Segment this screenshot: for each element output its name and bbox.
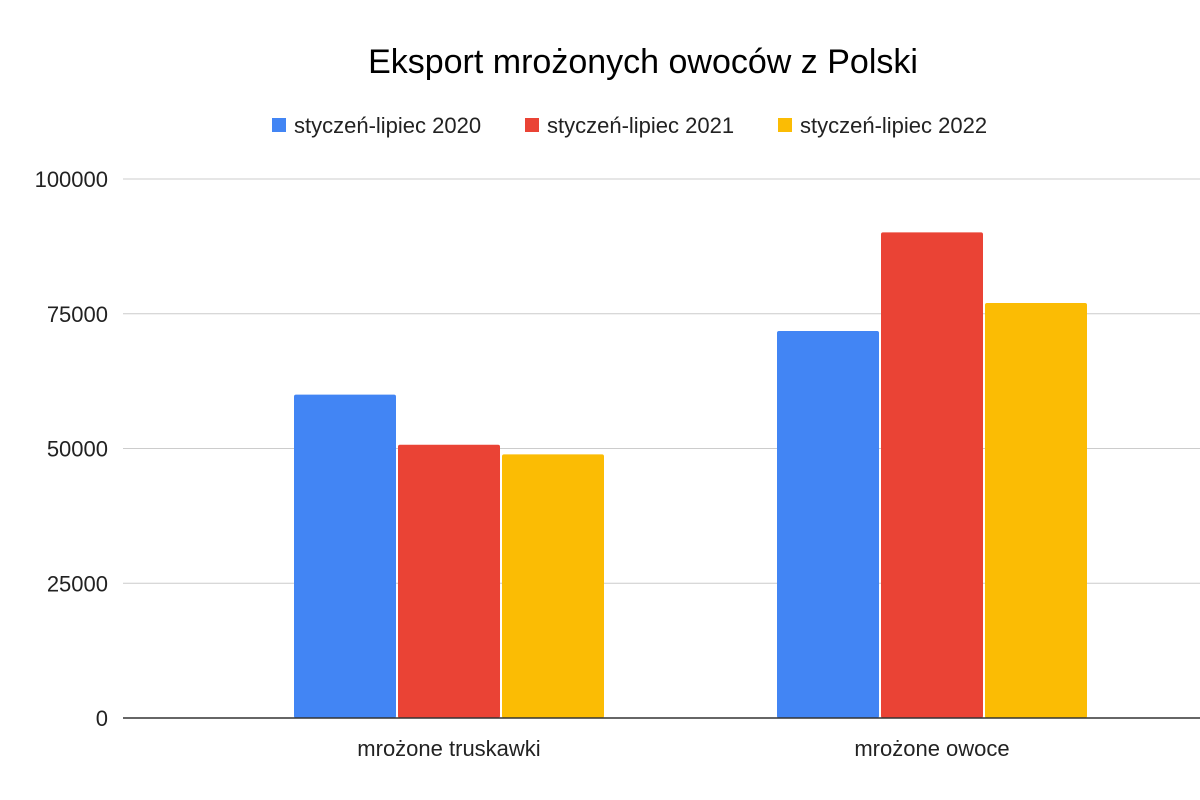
legend-label: styczeń-lipiec 2021 xyxy=(547,113,734,138)
legend-label: styczeń-lipiec 2020 xyxy=(294,113,481,138)
x-axis-categories: mrożone truskawki mrożone owoce xyxy=(357,736,1009,761)
bar xyxy=(777,330,879,718)
bar xyxy=(985,302,1087,718)
y-tick-label: 50000 xyxy=(47,437,108,462)
bar xyxy=(294,394,396,718)
legend-swatch xyxy=(525,118,539,132)
y-tick-label: 0 xyxy=(96,706,108,731)
bars xyxy=(294,232,1087,718)
bar xyxy=(881,232,983,718)
y-axis-ticks: 0 25000 50000 75000 100000 xyxy=(35,167,108,731)
chart-title: Eksport mrożonych owoców z Polski xyxy=(368,43,918,81)
legend-label: styczeń-lipiec 2022 xyxy=(800,113,987,138)
legend-swatch xyxy=(272,118,286,132)
x-category-label: mrożone truskawki xyxy=(357,736,540,761)
y-tick-label: 100000 xyxy=(35,167,108,192)
legend-swatch xyxy=(778,118,792,132)
legend: styczeń-lipiec 2020 styczeń-lipiec 2021 st… xyxy=(272,113,987,138)
bar xyxy=(398,444,500,718)
x-category-label: mrożone owoce xyxy=(854,736,1009,761)
bar xyxy=(502,454,604,718)
y-tick-label: 25000 xyxy=(47,571,108,596)
y-tick-label: 75000 xyxy=(47,302,108,327)
